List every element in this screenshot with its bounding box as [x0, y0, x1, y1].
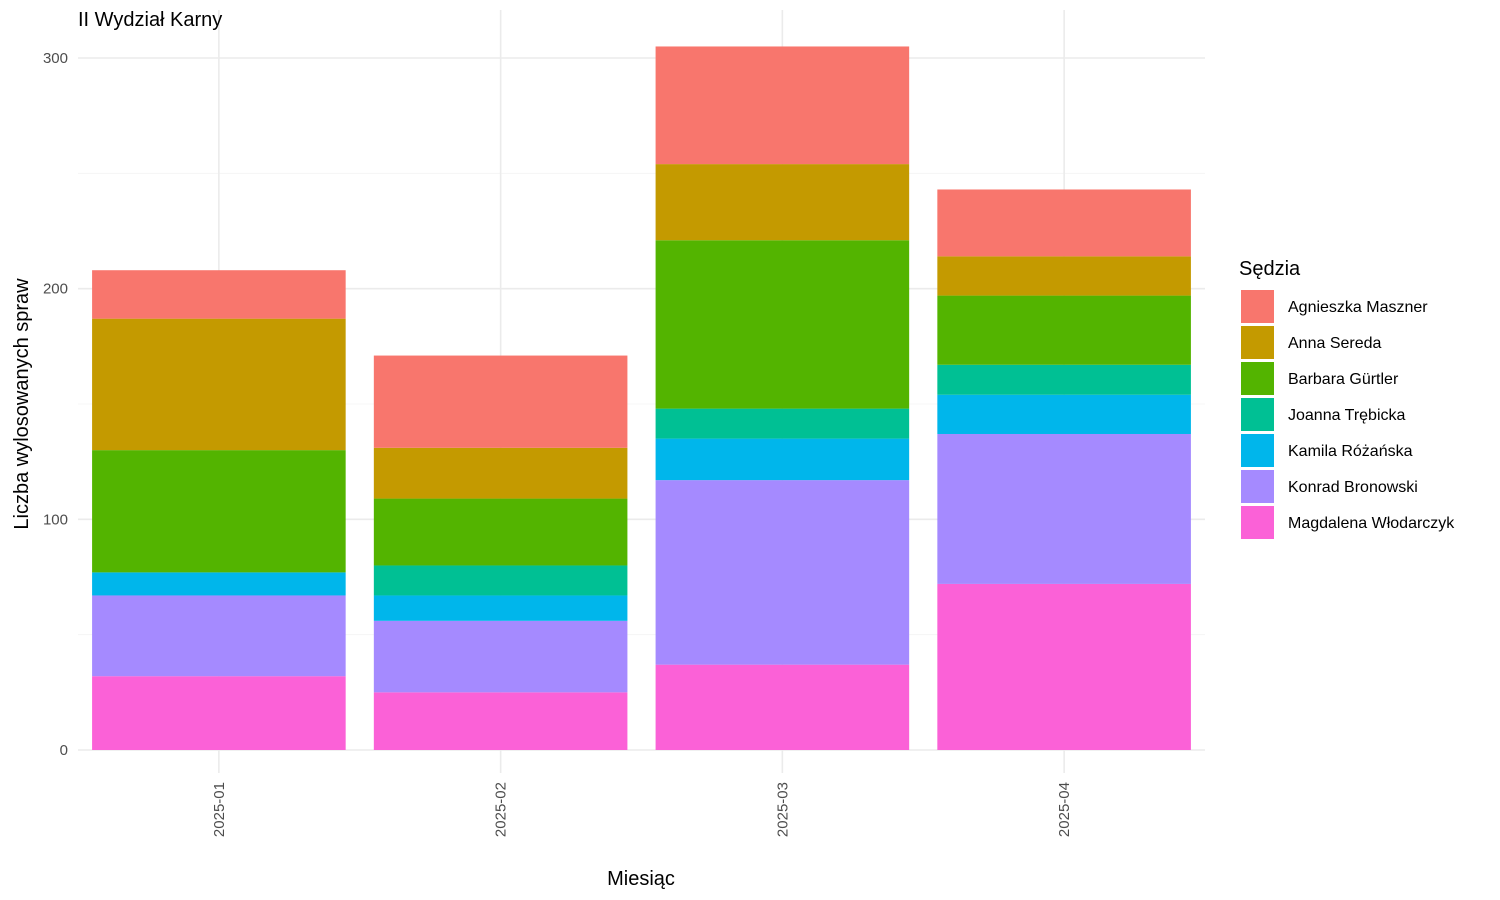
legend-label: Anna Sereda: [1288, 335, 1382, 352]
y-tick-label: 100: [43, 511, 68, 528]
legend-title: Sędzia: [1239, 258, 1301, 280]
bar-segment: [92, 595, 346, 677]
y-tick-label: 0: [60, 742, 68, 759]
bar-segment: [373, 595, 628, 621]
x-tick-label: 2025-04: [1056, 782, 1073, 837]
legend-label: Konrad Bronowski: [1288, 479, 1418, 496]
bar-segment: [655, 164, 910, 241]
legend-label: Magdalena Włodarczyk: [1288, 515, 1455, 532]
legend-swatch: [1241, 398, 1274, 431]
bar-segment: [373, 355, 628, 448]
bar-segment: [655, 664, 910, 750]
bar-segment: [655, 408, 910, 439]
bar-segment: [373, 447, 628, 499]
bar-segment: [92, 318, 346, 451]
legend-swatch: [1241, 506, 1274, 539]
bar-segment: [373, 498, 628, 566]
bar-segment: [655, 480, 910, 665]
bar-segment: [655, 438, 910, 481]
bar-segment: [937, 433, 1191, 584]
bar-segment: [373, 692, 628, 750]
x-tick-label: 2025-01: [211, 782, 228, 837]
bar-segment: [937, 394, 1191, 434]
x-axis-ticks: 2025-01 2025-02 2025-03 2025-04: [211, 782, 1073, 837]
legend-label: Barbara Gürtler: [1288, 371, 1399, 388]
legend-label: Joanna Trębicka: [1288, 407, 1406, 424]
bar-segment: [373, 620, 628, 693]
bar-segment: [655, 46, 910, 165]
legend-label: Agnieszka Maszner: [1288, 299, 1428, 316]
legend-swatch: [1241, 470, 1274, 503]
legend-items: Agnieszka Maszner Anna Sereda Barbara Gürt…: [1241, 290, 1455, 539]
bars: [92, 46, 1191, 750]
bar-segment: [92, 270, 346, 319]
legend-swatch: [1241, 362, 1274, 395]
bar-segment: [937, 364, 1191, 395]
x-tick-label: 2025-03: [774, 782, 791, 837]
legend-swatch: [1241, 434, 1274, 467]
x-axis-label: Miesiąc: [607, 868, 675, 890]
chart-title: II Wydział Karny: [78, 9, 222, 31]
bar-segment: [937, 189, 1191, 257]
bar-segment: [92, 450, 346, 573]
legend-swatch: [1241, 290, 1274, 323]
bar-segment: [937, 256, 1191, 296]
bar-segment: [937, 295, 1191, 365]
y-axis-ticks: 0 100 200 300: [43, 50, 68, 759]
y-tick-label: 200: [43, 281, 68, 298]
bar-segment: [92, 572, 346, 596]
legend-swatch: [1241, 326, 1274, 359]
legend-label: Kamila Różańska: [1288, 443, 1413, 460]
legend: Sędzia Agnieszka Maszner Anna Sereda Barba…: [1239, 258, 1455, 539]
x-tick-label: 2025-02: [493, 782, 510, 837]
bar-segment: [92, 676, 346, 750]
y-axis-label: Liczba wylosowanych spraw: [11, 278, 33, 530]
y-tick-label: 300: [43, 50, 68, 67]
bar-segment: [655, 240, 910, 409]
bar-segment: [937, 583, 1191, 750]
bar-segment: [373, 565, 628, 596]
